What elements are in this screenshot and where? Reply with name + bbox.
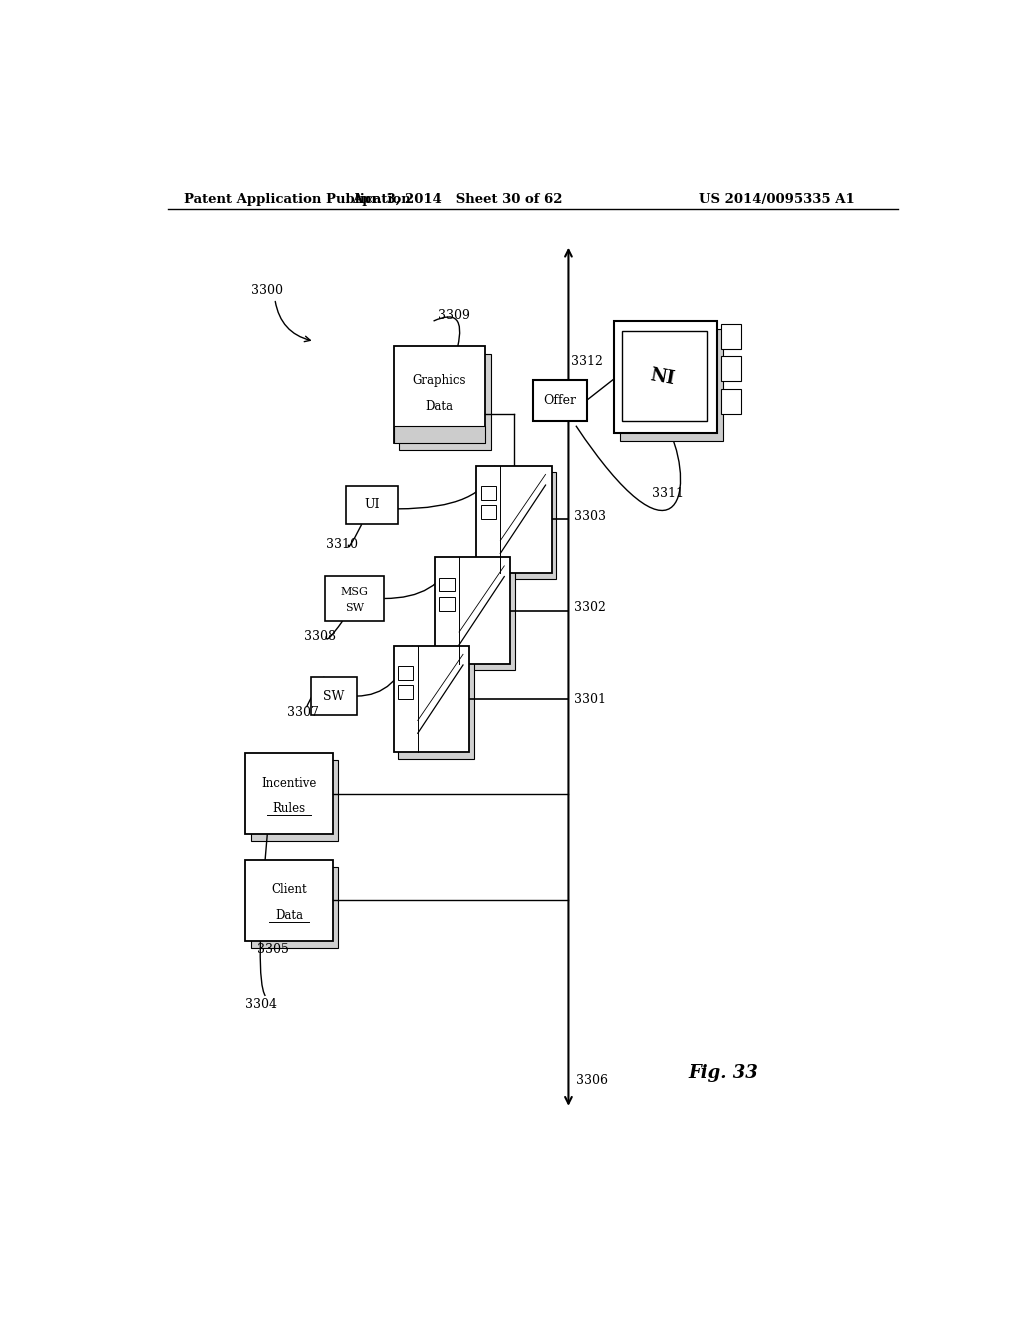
Bar xyxy=(393,645,469,752)
Text: Graphics: Graphics xyxy=(413,374,466,387)
Bar xyxy=(480,506,496,519)
Bar xyxy=(439,564,515,671)
Text: Patent Application Publication: Patent Application Publication xyxy=(183,193,411,206)
Text: 3303: 3303 xyxy=(574,510,606,523)
Bar xyxy=(439,597,455,611)
Text: 3308: 3308 xyxy=(304,630,336,643)
Bar xyxy=(620,329,723,441)
Text: Fig. 33: Fig. 33 xyxy=(688,1064,758,1082)
Text: SW: SW xyxy=(323,689,344,702)
Text: Rules: Rules xyxy=(272,801,305,814)
Bar xyxy=(394,425,485,444)
Bar xyxy=(398,685,414,700)
Text: 3307: 3307 xyxy=(287,706,318,719)
Bar xyxy=(394,346,485,444)
Text: SW: SW xyxy=(345,603,365,614)
Text: 3301: 3301 xyxy=(574,693,606,706)
Text: US 2014/0095335 A1: US 2014/0095335 A1 xyxy=(699,193,855,206)
Text: 3305: 3305 xyxy=(257,942,289,956)
Text: MSG: MSG xyxy=(341,587,369,597)
Text: 3310: 3310 xyxy=(327,539,358,552)
Text: Data: Data xyxy=(426,400,454,413)
Text: Data: Data xyxy=(275,908,303,921)
Bar xyxy=(246,752,333,834)
Text: Incentive: Incentive xyxy=(261,776,316,789)
Text: UI: UI xyxy=(365,499,380,511)
Bar xyxy=(481,473,556,578)
Text: 3306: 3306 xyxy=(577,1073,608,1086)
Text: 3302: 3302 xyxy=(574,601,606,614)
Bar xyxy=(721,356,740,381)
Bar xyxy=(613,321,717,433)
Bar xyxy=(532,380,587,421)
Bar xyxy=(721,323,740,348)
Bar xyxy=(721,388,740,414)
Text: 3304: 3304 xyxy=(246,998,278,1011)
Text: NI: NI xyxy=(648,366,676,388)
Bar xyxy=(251,760,338,841)
Bar xyxy=(246,859,333,941)
Bar xyxy=(622,331,708,421)
Bar xyxy=(480,486,496,500)
Text: Offer: Offer xyxy=(543,393,577,407)
Text: Apr. 3, 2014   Sheet 30 of 62: Apr. 3, 2014 Sheet 30 of 62 xyxy=(352,193,562,206)
Bar xyxy=(398,667,414,680)
Bar xyxy=(439,578,455,591)
Bar xyxy=(399,354,490,450)
Bar xyxy=(435,557,510,664)
Text: 3311: 3311 xyxy=(652,487,684,500)
Text: 3300: 3300 xyxy=(251,284,283,297)
Bar xyxy=(251,867,338,948)
Text: 3309: 3309 xyxy=(437,309,469,322)
Text: Client: Client xyxy=(271,883,307,896)
Bar xyxy=(325,576,384,620)
Bar xyxy=(476,466,552,573)
Text: 3312: 3312 xyxy=(570,355,603,368)
Bar xyxy=(310,677,356,715)
Bar xyxy=(398,652,474,759)
Bar xyxy=(346,486,397,524)
